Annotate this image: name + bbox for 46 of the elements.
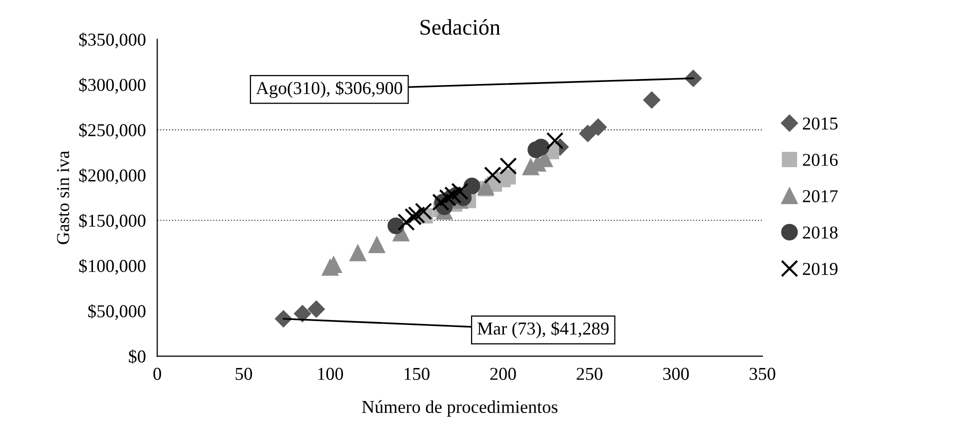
point [368, 236, 386, 254]
point [404, 208, 422, 226]
legend-label: 2016 [802, 154, 838, 166]
legend-label: 2015 [802, 117, 838, 130]
legend-label: 2019 [802, 262, 838, 276]
x-tick-label: 350 [750, 368, 776, 380]
annotation: Mar (73), $41,289 [478, 321, 609, 338]
x-tick-label: 250 [576, 368, 602, 380]
y-tick-label: $350,000 [79, 32, 146, 48]
point [414, 202, 432, 220]
x-tick-label: 150 [404, 368, 430, 380]
point [590, 118, 607, 136]
point [484, 166, 502, 184]
x-tick-label: 300 [663, 368, 689, 380]
chart-title: Sedación [420, 19, 500, 35]
point [439, 189, 456, 206]
y-axis-title: Gasto sin iva [57, 150, 70, 244]
y-tick-label: $100,000 [79, 258, 146, 275]
y-tick-label: $50,000 [88, 304, 146, 320]
annotation: Ago(310), $306,900 [256, 80, 402, 98]
point [546, 132, 564, 150]
y-tick-label: $300,000 [79, 78, 146, 94]
point [444, 186, 462, 204]
point [308, 300, 325, 318]
y-tick-label: $0 [128, 349, 146, 364]
point [500, 169, 516, 185]
point [643, 91, 660, 109]
y-tick-label: $250,000 [79, 123, 146, 139]
point [349, 244, 366, 262]
legend-label: 2018 [802, 226, 838, 239]
point [388, 217, 404, 234]
point [579, 124, 596, 142]
x-tick-label: 200 [490, 368, 516, 380]
legend-label: 2017 [802, 190, 838, 202]
y-tick-label: $200,000 [79, 168, 146, 184]
point [408, 206, 426, 224]
point [398, 214, 415, 231]
x-tick-label: 50 [236, 368, 252, 380]
x-tick-label: 0 [153, 368, 162, 380]
y-tick-label: $150,000 [79, 214, 146, 230]
x-axis-title: Número de procedimientos [362, 400, 558, 417]
point [451, 182, 469, 200]
point [500, 157, 517, 175]
point [464, 178, 480, 194]
point [294, 305, 312, 322]
x-tick-label: 100 [318, 368, 343, 380]
